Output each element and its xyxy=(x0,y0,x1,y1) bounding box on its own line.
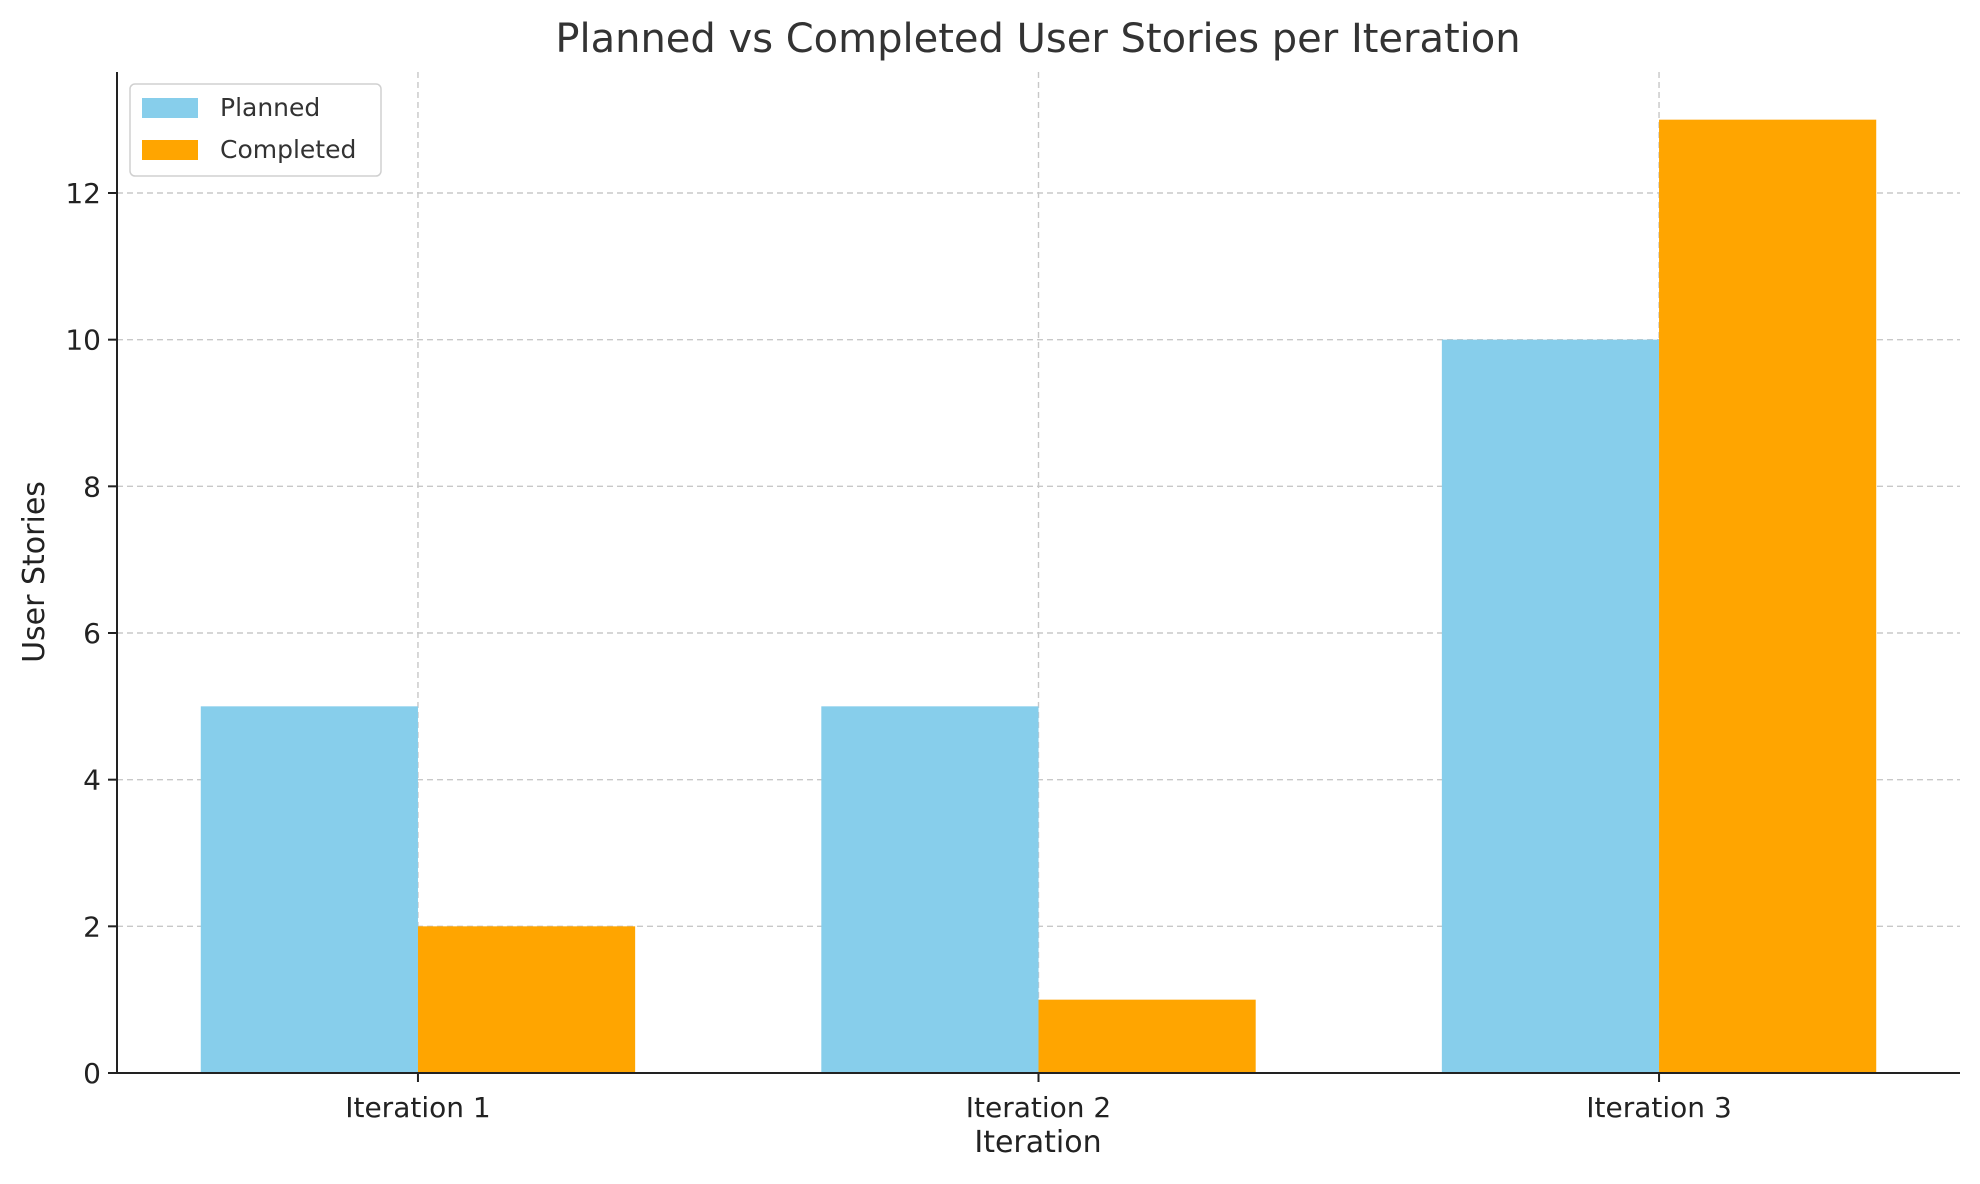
y-tick-label: 0 xyxy=(83,1057,101,1090)
bar-planned-2 xyxy=(821,706,1039,1073)
x-axis-label: Iteration xyxy=(974,1125,1101,1160)
y-tick-label: 2 xyxy=(83,910,101,943)
y-tick-label: 10 xyxy=(65,324,101,357)
x-tick-label: Iteration 2 xyxy=(966,1091,1111,1124)
x-tick-label: Iteration 1 xyxy=(345,1091,490,1124)
bar-completed-2 xyxy=(1038,999,1256,1073)
y-tick-label: 12 xyxy=(65,177,101,210)
y-axis-label: User Stories xyxy=(17,481,52,663)
ticks: 0 2 4 6 8 10 12 Iteration 1 Iteration 2 Iteration… xyxy=(65,177,1731,1124)
bars xyxy=(200,119,1877,1074)
y-tick-label: 6 xyxy=(83,617,101,650)
bar-completed-1 xyxy=(417,926,636,1073)
chart-title: Planned vs Completed User Stories per It… xyxy=(555,16,1520,62)
y-tick-label: 4 xyxy=(83,764,101,797)
y-tick-label: 8 xyxy=(83,470,101,503)
legend-label-planned: Planned xyxy=(220,93,320,122)
bar-planned-1 xyxy=(200,706,418,1073)
bar-planned-3 xyxy=(1441,339,1660,1074)
x-tick-label: Iteration 3 xyxy=(1586,1091,1731,1124)
legend-label-completed: Completed xyxy=(220,135,356,164)
legend: Planned Completed xyxy=(129,83,382,177)
legend-swatch-planned xyxy=(142,98,198,118)
bar-completed-3 xyxy=(1659,119,1877,1073)
legend-swatch-completed xyxy=(142,140,198,160)
